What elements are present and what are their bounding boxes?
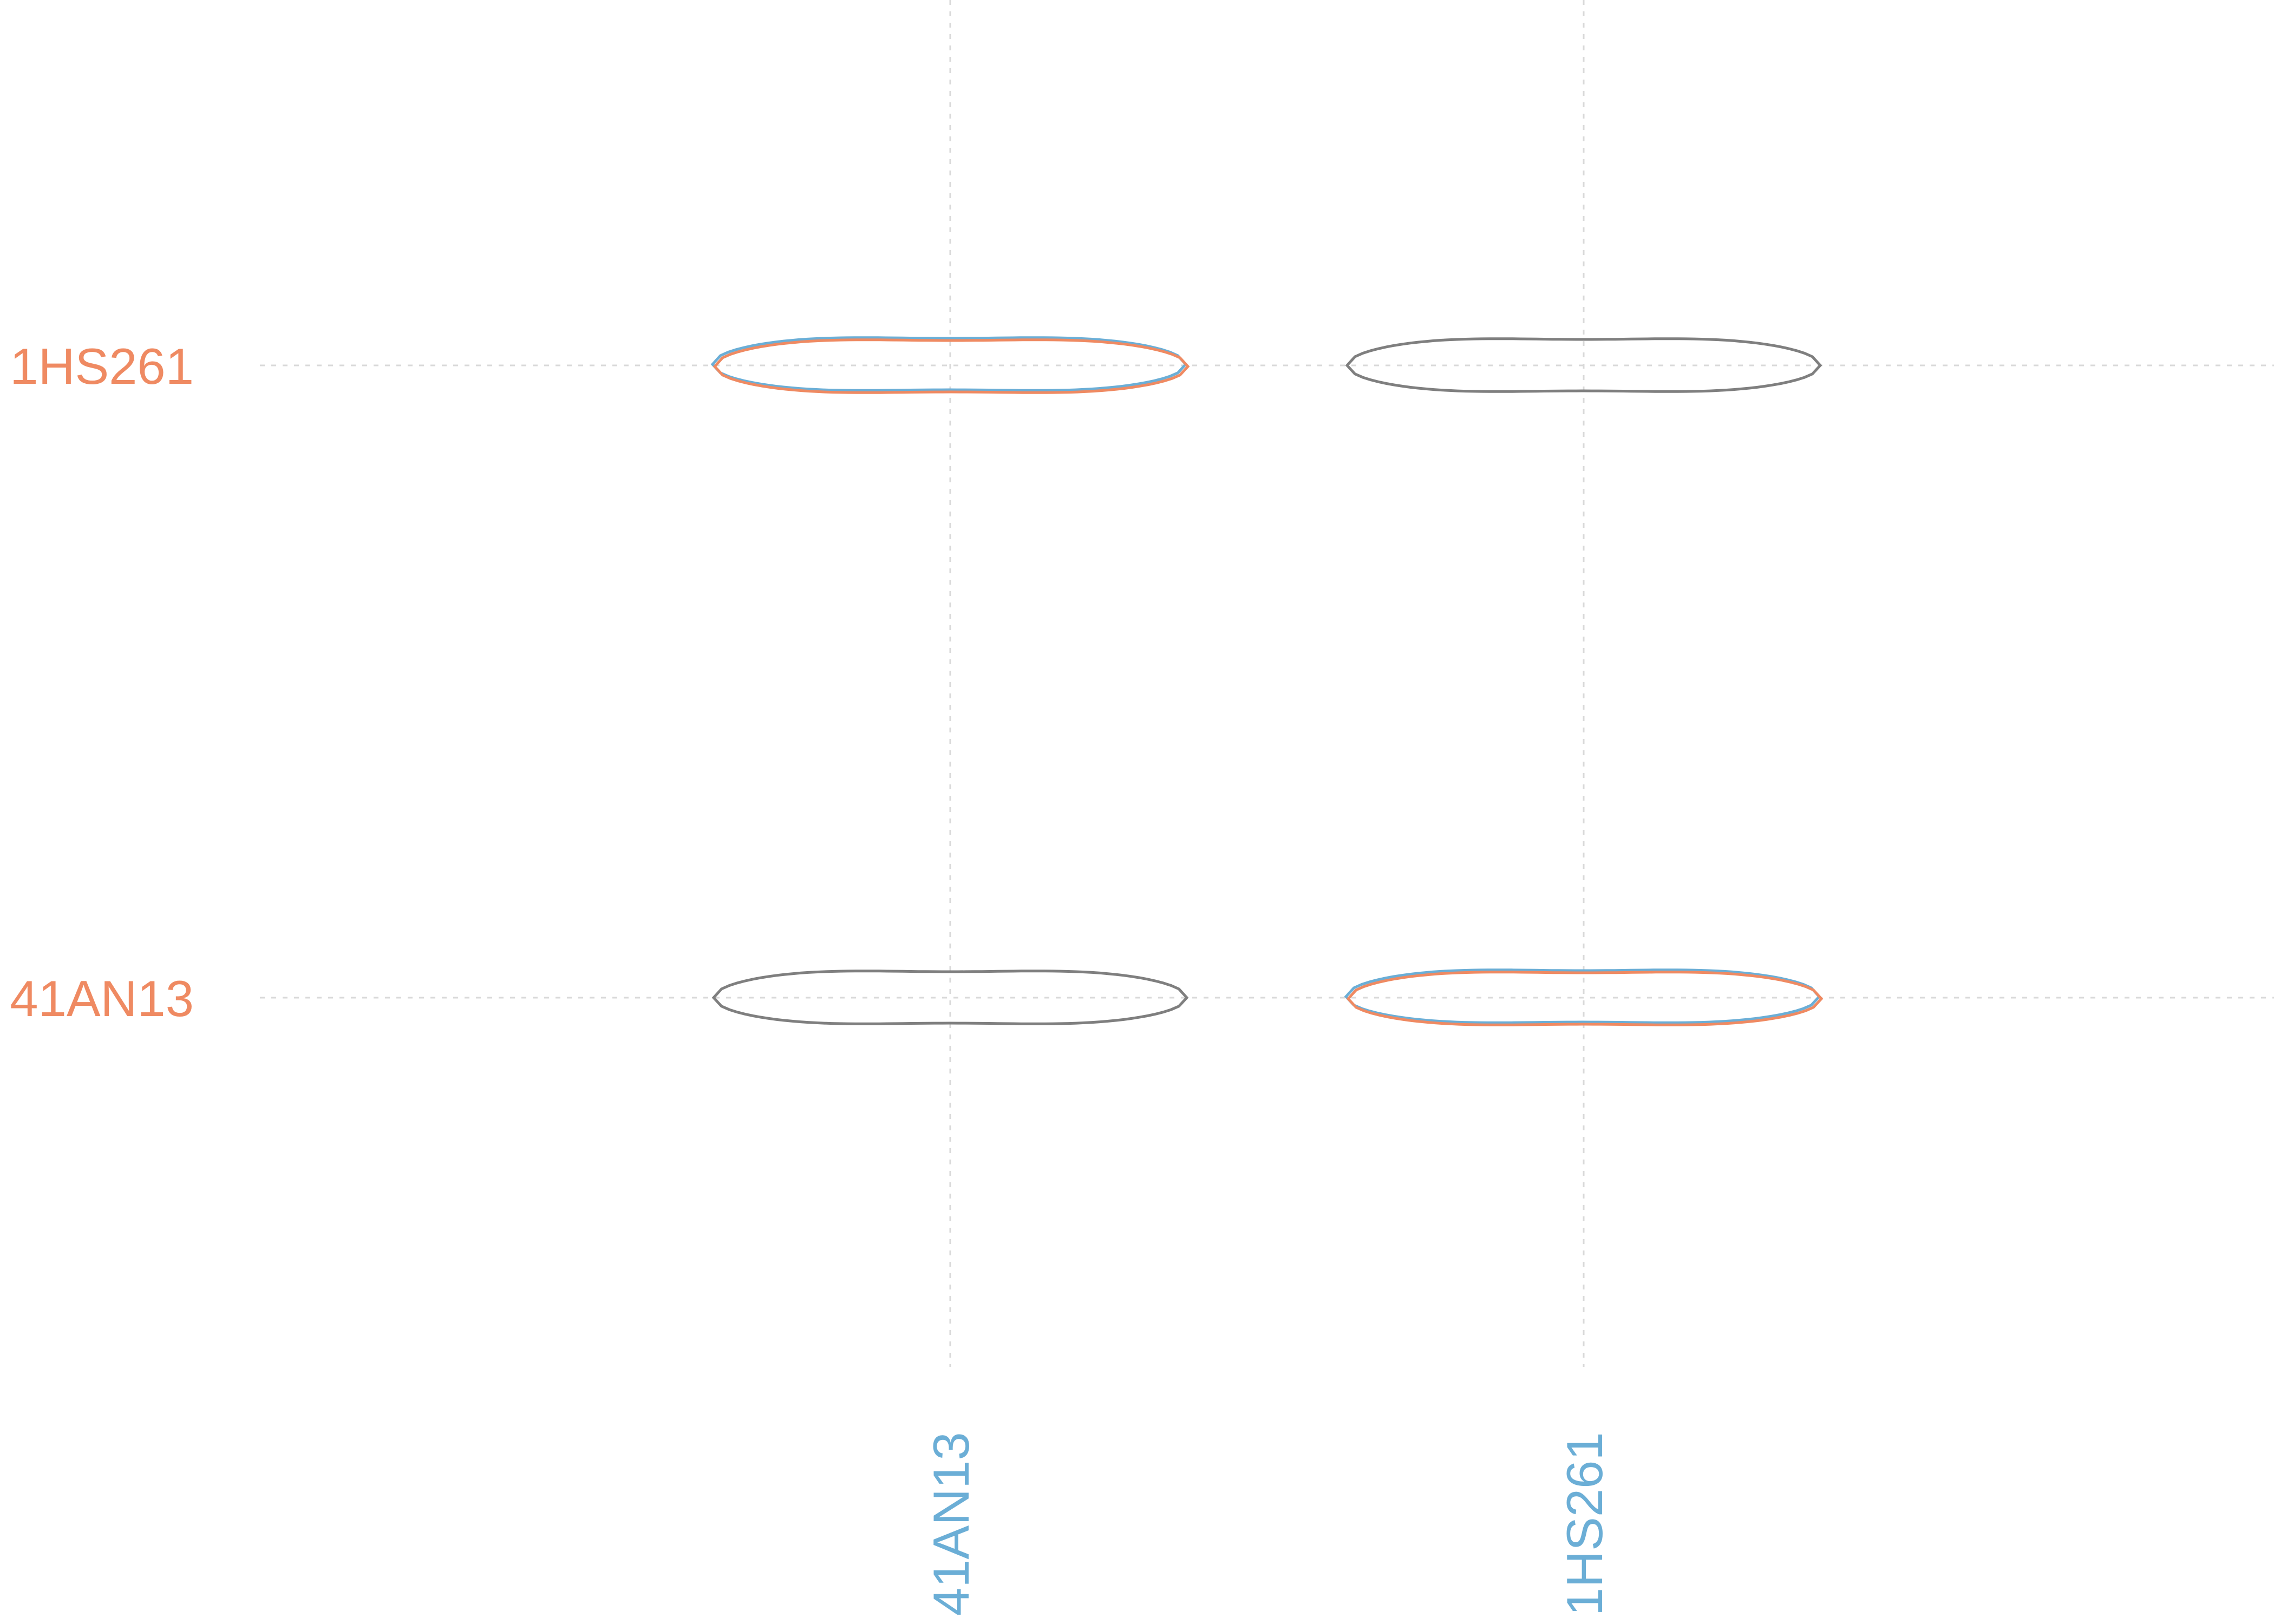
violin-1HS261-41AN13-outline-b xyxy=(1346,971,1824,1026)
violin-1HS261-41AN13-outline-a xyxy=(1344,968,1821,1024)
violin-1HS261-1HS261 xyxy=(1345,337,1822,393)
violin-layer xyxy=(710,336,1824,1026)
x-tick-label: 41AN13 xyxy=(923,1432,979,1616)
y-tick-label: 1HS261 xyxy=(10,338,194,395)
y-tick-label: 41AN13 xyxy=(10,970,194,1027)
violin-41AN13-1HS261-outline-a xyxy=(710,336,1188,392)
x-tick-label: 1HS261 xyxy=(1556,1432,1613,1616)
violin-41AN13-1HS261-outline-b xyxy=(713,338,1190,394)
grid-layer xyxy=(260,0,2274,1367)
violin-41AN13-41AN13 xyxy=(711,970,1189,1025)
label-layer: 41AN13 1HS261 41AN13 1HS261 xyxy=(10,338,1613,1616)
